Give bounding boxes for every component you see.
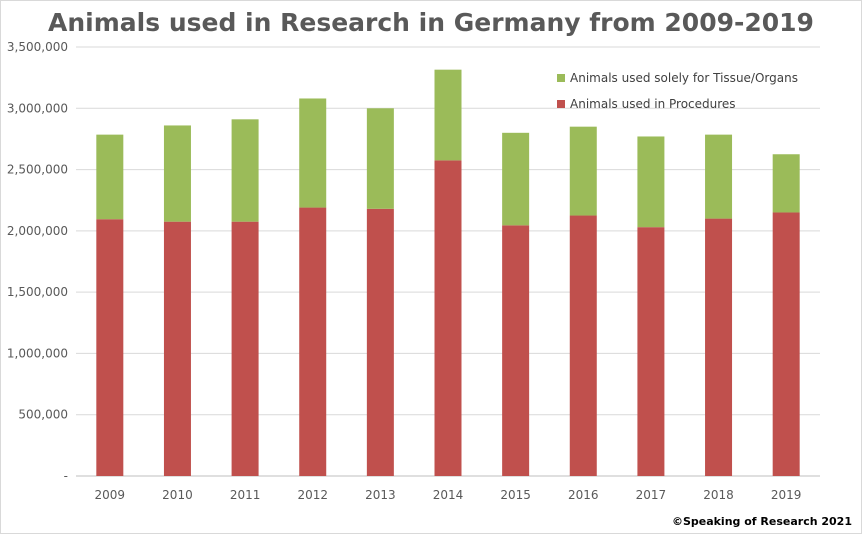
bar-segment	[637, 136, 665, 228]
bar-segment	[366, 108, 394, 209]
x-tick-label: 2010	[162, 488, 193, 502]
y-tick-label: 2,500,000	[7, 163, 68, 177]
bar-segment	[637, 227, 665, 476]
bar-segment	[434, 160, 462, 476]
bar-segment	[299, 207, 327, 476]
x-tick-label: 2012	[297, 488, 328, 502]
bar-segment	[502, 132, 530, 226]
bar-segment	[366, 208, 394, 476]
legend-label: Animals used in Procedures	[570, 97, 736, 111]
bar-segment	[163, 125, 191, 222]
bar-segment	[163, 221, 191, 476]
y-tick-label: 2,000,000	[7, 224, 68, 238]
bar-segment	[502, 225, 530, 476]
x-tick-label: 2016	[568, 488, 599, 502]
x-tick-label: 2015	[500, 488, 531, 502]
y-tick-label: 1,000,000	[7, 346, 68, 360]
y-tick-label: 1,500,000	[7, 285, 68, 299]
legend-swatch	[557, 74, 565, 82]
y-tick-label: -	[64, 469, 68, 483]
legend: Animals used solely for Tissue/Organs Ani…	[557, 71, 798, 111]
bars	[96, 69, 800, 477]
x-tick-label: 2018	[703, 488, 734, 502]
x-tick-label: 2014	[433, 488, 464, 502]
bar-segment	[772, 154, 800, 213]
y-tick-label: 3,500,000	[7, 40, 68, 54]
bar-segment	[299, 98, 327, 208]
bar-segment	[96, 219, 124, 476]
x-tick-label: 2009	[95, 488, 126, 502]
bar-segment	[231, 221, 259, 476]
x-tick-label: 2017	[636, 488, 667, 502]
y-tick-label: 500,000	[18, 408, 68, 422]
legend-label: Animals used solely for Tissue/Organs	[570, 71, 798, 85]
bar-segment	[569, 126, 597, 216]
x-tick-label: 2011	[230, 488, 261, 502]
bar-segment	[434, 69, 462, 161]
bar-segment	[231, 119, 259, 222]
y-tick-labels: - 500,000 1,000,000 1,500,000 2,000,000 2,500…	[7, 40, 68, 483]
y-tick-label: 3,000,000	[7, 101, 68, 115]
bar-segment	[96, 134, 124, 220]
x-tick-label: 2019	[771, 488, 802, 502]
bar-segment	[705, 134, 733, 219]
bar-segment	[705, 218, 733, 476]
x-tick-labels: 2009 2010 2011 2012 2013 2014 2015 2016 2017 2018…	[95, 488, 802, 502]
credit-label: ©Speaking of Research 2021	[671, 515, 852, 528]
chart-title: Animals used in Research in Germany from…	[48, 8, 814, 37]
x-tick-label: 2013	[365, 488, 396, 502]
bar-segment	[772, 212, 800, 476]
bar-segment	[569, 215, 597, 477]
legend-swatch	[557, 100, 565, 108]
